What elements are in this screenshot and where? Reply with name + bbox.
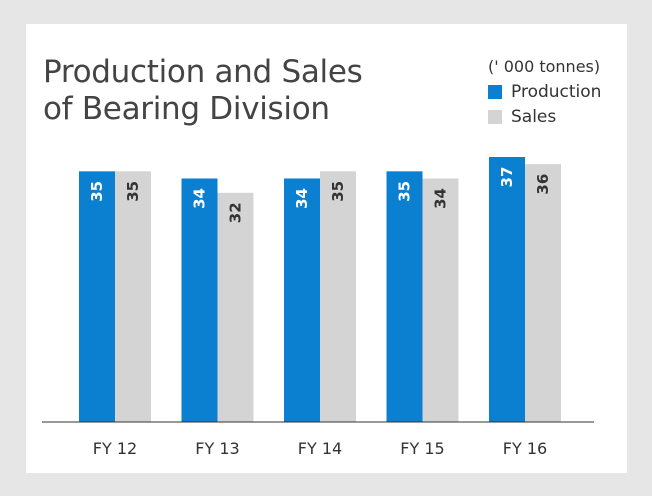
bar-production-5 — [489, 157, 525, 422]
data-label-sales-4: 34 — [432, 188, 450, 209]
data-label-sales-3: 35 — [329, 181, 347, 202]
bar-chart-plot: 35 35 FY 12 34 32 FY 13 34 35 FY 14 35 34 FY 15 37 36… — [42, 157, 594, 458]
chart-title-line-2: of Bearing Division — [43, 91, 330, 127]
data-label-sales-2: 32 — [227, 202, 245, 223]
data-label-production-4: 35 — [396, 181, 414, 202]
legend-swatch-sales — [488, 110, 502, 124]
x-tick-label-1: FY 12 — [93, 439, 137, 458]
data-label-production-2: 34 — [191, 188, 209, 209]
chart-card: Production and Sales of Bearing Division… — [26, 24, 627, 473]
x-tick-label-3: FY 14 — [298, 439, 342, 458]
bar-sales-3 — [320, 171, 356, 422]
chart-title: Production and Sales of Bearing Division — [43, 54, 363, 128]
data-label-production-3: 34 — [293, 188, 311, 209]
bar-production-3 — [284, 178, 320, 422]
bar-production-2 — [181, 178, 218, 422]
bar-production-1 — [79, 171, 115, 422]
data-label-production-1: 35 — [88, 181, 106, 202]
chart-title-line-1: Production and Sales — [43, 54, 363, 90]
unit-label: (' 000 tonnes) — [488, 57, 601, 76]
legend-item-production: Production — [488, 82, 601, 102]
bar-sales-4 — [422, 178, 459, 422]
data-label-production-5: 37 — [498, 167, 516, 188]
legend-label-production: Production — [511, 82, 602, 102]
bar-production-4 — [386, 171, 423, 422]
bar-sales-2 — [217, 192, 254, 422]
x-tick-label-2: FY 13 — [195, 439, 239, 458]
x-tick-label-4: FY 15 — [400, 439, 444, 458]
data-label-sales-1: 35 — [124, 181, 142, 202]
x-tick-label-5: FY 16 — [503, 439, 547, 458]
legend-swatch-production — [488, 85, 502, 99]
bar-sales-5 — [525, 164, 561, 422]
data-label-sales-5: 36 — [534, 174, 552, 195]
legend-label-sales: Sales — [511, 107, 557, 127]
bar-sales-1 — [115, 171, 151, 422]
legend-item-sales: Sales — [488, 107, 556, 127]
